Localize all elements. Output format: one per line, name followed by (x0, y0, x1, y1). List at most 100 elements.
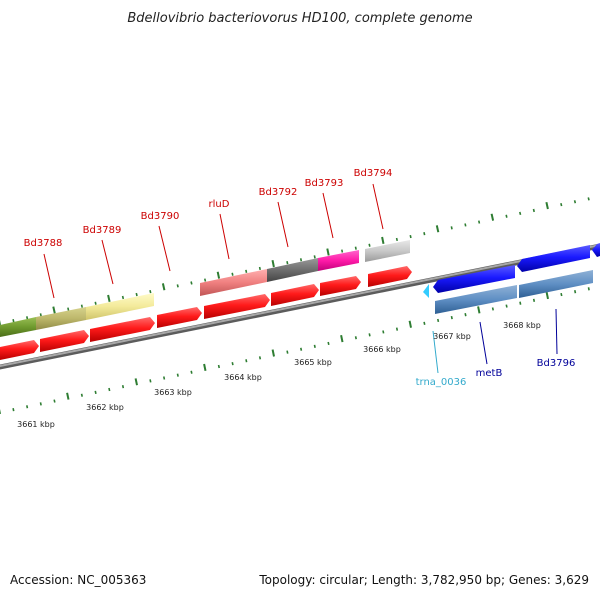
minor-tick (231, 272, 234, 276)
category-block-darkgray (267, 258, 318, 282)
kbp-label: 3665 kbp (294, 358, 332, 367)
minor-tick (519, 301, 522, 305)
minor-tick (560, 203, 563, 207)
major-tick (545, 201, 549, 210)
minor-tick (573, 200, 577, 204)
gene-label-bd3793: Bd3793 (305, 178, 344, 189)
minor-tick (532, 298, 536, 302)
major-tick (203, 363, 207, 372)
minor-tick (80, 304, 83, 308)
gene-arrow (271, 284, 319, 306)
major-tick (408, 320, 412, 328)
major-tick (271, 259, 275, 268)
minor-tick (286, 261, 289, 265)
major-tick (477, 306, 481, 314)
gene-label-bd3794: Bd3794 (354, 168, 393, 179)
minor-tick (587, 287, 590, 291)
gene-label-trna-0036: trna_0036 (416, 377, 467, 388)
minor-tick (395, 327, 399, 331)
map-title: Bdellovibrio bacteriovorus HD100, comple… (127, 11, 472, 26)
minor-tick (135, 292, 138, 297)
minor-tick (121, 385, 125, 389)
minor-tick (532, 208, 535, 213)
gene-label-bd3790: Bd3790 (141, 211, 180, 222)
minor-tick (587, 197, 590, 201)
gene-labels: Bd3788 Bd3789 Bd3790 rluD Bd3792 Bd3793 … (24, 168, 576, 388)
gene-label-rlud: rluD (209, 199, 230, 210)
category-block-yellow (86, 293, 154, 320)
gene-arrow (517, 245, 590, 272)
gene-label-bd3789: Bd3789 (83, 225, 122, 236)
forward-category-track (0, 240, 410, 337)
minor-tick (491, 307, 494, 311)
major-tick (545, 291, 549, 300)
major-tick (161, 283, 166, 291)
minor-tick (450, 315, 453, 320)
gene-label-bd3796: Bd3796 (537, 358, 576, 369)
major-tick (326, 248, 330, 256)
minor-tick (108, 387, 111, 392)
gene-arrow (40, 330, 89, 352)
reverse-gene-track (423, 243, 600, 298)
minor-tick (258, 356, 262, 360)
minor-tick (368, 243, 371, 247)
major-tick (216, 271, 221, 279)
major-tick (271, 349, 275, 357)
category-block-steelblue (519, 270, 593, 298)
gene-arrow (0, 340, 39, 360)
minor-tick (423, 232, 426, 236)
major-tick (340, 335, 344, 343)
minor-tick (354, 336, 357, 340)
gene-label-bd3792: Bd3792 (259, 187, 298, 198)
minor-tick (53, 399, 56, 403)
minor-tick (94, 390, 97, 395)
minor-tick (217, 364, 220, 369)
kbp-labels: 3661 kbp 3662 kbp 3663 kbp 3664 kbp 3665… (17, 321, 541, 429)
forward-gene-track (0, 266, 412, 360)
gene-arrow (157, 307, 202, 328)
category-block-lightgray (365, 240, 410, 262)
minor-tick (519, 211, 522, 215)
major-tick (134, 378, 138, 386)
category-block-salmon (200, 269, 267, 296)
minor-tick (313, 344, 316, 348)
minor-tick (341, 249, 344, 253)
minor-tick (560, 292, 563, 297)
gene-arrow (592, 243, 600, 257)
kbp-label: 3668 kbp (503, 321, 541, 330)
gene-arrow (204, 294, 270, 319)
minor-tick (39, 313, 42, 317)
minor-tick (505, 304, 508, 308)
minor-tick (505, 214, 508, 218)
gene-arrow (90, 317, 155, 342)
minor-tick (163, 376, 166, 380)
gene-arrow (433, 265, 515, 293)
major-tick (381, 236, 385, 245)
gene-arrow (368, 266, 412, 287)
kbp-label: 3664 kbp (224, 373, 262, 382)
category-block-olive (0, 317, 36, 337)
minor-tick (94, 301, 97, 305)
kbp-label: 3666 kbp (363, 345, 401, 354)
minor-tick (12, 319, 15, 323)
minor-tick (204, 278, 207, 282)
major-tick (107, 294, 111, 303)
minor-tick (395, 237, 398, 242)
minor-tick (299, 258, 303, 262)
kbp-label: 3667 kbp (433, 332, 471, 341)
minor-tick (12, 408, 15, 412)
minor-tick (382, 330, 385, 334)
minor-tick (245, 269, 248, 273)
minor-tick (176, 373, 179, 377)
minor-tick (39, 402, 42, 406)
minor-tick (368, 333, 371, 337)
minor-tick (176, 284, 179, 288)
reverse-category-track (435, 270, 593, 314)
minor-tick (464, 313, 467, 317)
minor-tick (258, 266, 261, 271)
minor-tick (327, 341, 330, 346)
minor-tick (437, 318, 440, 323)
minor-tick (67, 307, 70, 311)
kbp-label: 3661 kbp (17, 420, 55, 429)
minor-tick (478, 220, 481, 224)
